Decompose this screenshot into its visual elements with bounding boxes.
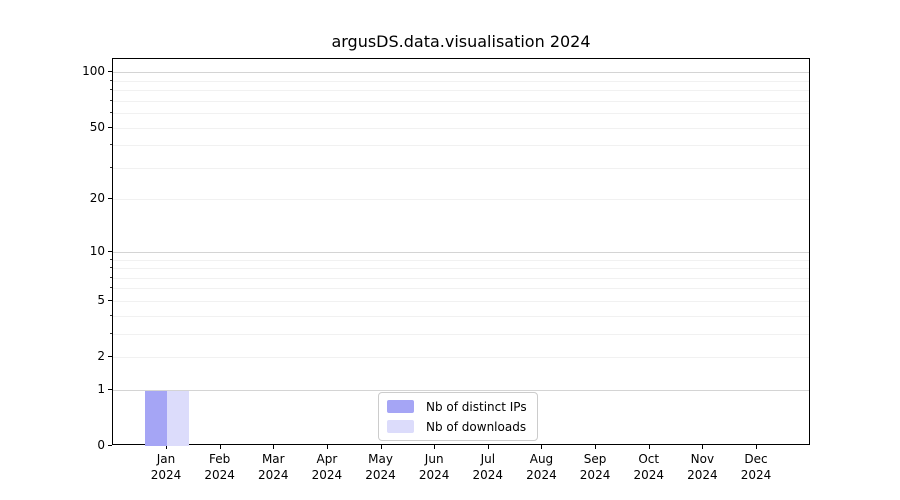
x-tick-year: 2024 <box>418 468 450 482</box>
x-tick-label: Feb 2024 <box>188 451 252 483</box>
x-tick-month: Jul <box>480 452 496 466</box>
x-tick-month: Mar <box>261 452 285 466</box>
x-tick-mark <box>326 445 328 449</box>
legend-swatch <box>387 420 414 433</box>
minor-gridline <box>113 268 809 270</box>
x-tick-label: Jul 2024 <box>456 451 520 483</box>
y-tick-label: 50 <box>89 119 105 134</box>
x-tick-mark <box>648 445 650 449</box>
minor-gridline <box>113 300 809 302</box>
x-tick-mark <box>541 445 543 449</box>
x-tick-month: Nov <box>690 452 715 466</box>
x-tick-month: Jun <box>424 452 444 466</box>
x-tick-month: Dec <box>744 452 768 466</box>
y-tick-label: 0 <box>97 438 105 452</box>
x-tick-mark <box>595 445 597 449</box>
minor-gridline <box>113 315 809 317</box>
x-tick-label: Sep 2024 <box>563 451 627 483</box>
x-tick-label: May 2024 <box>349 451 413 483</box>
x-tick-year: 2024 <box>311 468 343 482</box>
y-tick-label: 10 <box>89 243 105 258</box>
minor-gridline <box>113 259 809 261</box>
bar <box>167 389 189 446</box>
major-gridline <box>113 389 809 391</box>
minor-gridline <box>113 167 809 169</box>
legend-row: Nb of downloads <box>387 418 527 435</box>
legend-swatch <box>387 400 414 413</box>
y-tick-label: 2 <box>97 349 105 364</box>
x-tick-year: 2024 <box>633 468 664 482</box>
minor-gridline <box>113 113 809 115</box>
x-tick-month: Jan <box>156 452 176 466</box>
major-gridline <box>113 251 809 253</box>
x-tick-year: 2024 <box>526 468 557 482</box>
x-tick-year: 2024 <box>365 468 396 482</box>
minor-gridline <box>113 90 809 92</box>
x-tick-month: Aug <box>529 452 554 466</box>
gridlines-layer <box>113 59 809 444</box>
x-tick-label: Nov 2024 <box>670 451 734 483</box>
x-tick-mark <box>487 445 489 449</box>
y-tick-mark <box>108 445 112 446</box>
x-tick-label: Aug 2024 <box>509 451 573 483</box>
minor-gridline <box>113 333 809 335</box>
x-tick-year: 2024 <box>687 468 718 482</box>
plot-area <box>112 58 810 446</box>
x-tick-mark <box>434 445 436 449</box>
x-tick-year: 2024 <box>579 468 611 482</box>
x-tick-label: Mar 2024 <box>241 451 305 483</box>
y-tick-label: 20 <box>89 191 105 206</box>
x-tick-year: 2024 <box>472 468 504 482</box>
x-tick-month: May <box>368 452 393 466</box>
x-tick-year: 2024 <box>740 468 772 482</box>
minor-gridline <box>113 199 809 201</box>
x-tick-year: 2024 <box>204 468 235 482</box>
legend-label: Nb of downloads <box>426 419 527 434</box>
minor-gridline <box>113 145 809 147</box>
x-tick-mark <box>380 445 382 449</box>
minor-gridline <box>113 288 809 290</box>
x-tick-label: Jun 2024 <box>402 451 466 483</box>
legend: Nb of distinct IPs Nb of downloads <box>378 392 538 441</box>
y-tick-label: 100 <box>82 64 105 79</box>
bars-layer <box>113 59 809 446</box>
x-tick-mark <box>756 445 757 449</box>
x-tick-mark <box>702 445 704 449</box>
minor-gridline <box>113 277 809 279</box>
x-tick-label: Apr 2024 <box>295 451 359 483</box>
x-tick-mark <box>219 445 221 449</box>
x-tick-year: 2024 <box>150 468 182 482</box>
x-tick-year: 2024 <box>257 468 289 482</box>
x-tick-label: Oct 2024 <box>617 451 681 483</box>
x-tick-month: Apr <box>316 452 338 466</box>
x-tick-label: Dec 2024 <box>724 451 788 483</box>
major-gridline <box>113 72 809 74</box>
x-tick-month: Sep <box>583 452 607 466</box>
minor-gridline <box>113 127 809 129</box>
legend-label: Nb of distinct IPs <box>426 399 527 414</box>
x-tick-label: Jan 2024 <box>134 451 198 483</box>
y-tick-label: 5 <box>97 292 105 307</box>
minor-gridline <box>113 357 809 359</box>
legend-row: Nb of distinct IPs <box>387 398 527 415</box>
x-tick-mark <box>273 445 275 449</box>
x-tick-month: Feb <box>209 452 231 466</box>
bar <box>145 389 167 446</box>
x-tick-month: Oct <box>638 452 660 466</box>
chart-title: argusDS.data.visualisation 2024 <box>331 32 591 51</box>
minor-gridline <box>113 80 809 82</box>
y-tick-label: 1 <box>97 381 105 396</box>
minor-gridline <box>113 100 809 102</box>
